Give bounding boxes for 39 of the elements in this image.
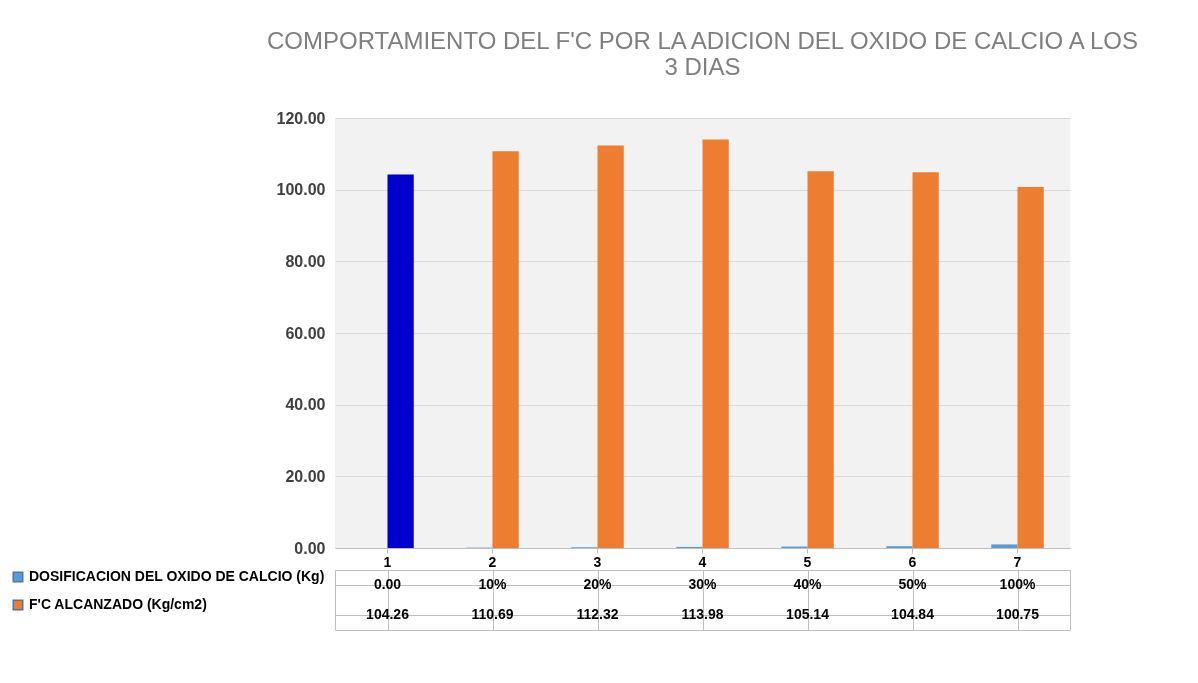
bar — [1017, 186, 1044, 548]
bar — [991, 544, 1018, 548]
x-tick-label: 7 — [1013, 553, 1022, 570]
data-label: 105.14 — [786, 606, 830, 622]
y-tick-label: 100.00 — [276, 181, 326, 199]
data-label: 100.75 — [996, 606, 1040, 622]
data-label: 40% — [793, 576, 823, 592]
data-label: 10% — [478, 576, 508, 592]
y-tick-label: 40.00 — [285, 396, 326, 414]
bar — [807, 171, 834, 548]
data-label: 50% — [898, 576, 928, 592]
data-label: 104.26 — [366, 606, 410, 622]
y-tick-label: 120.00 — [276, 109, 326, 127]
x-tick-label: 2 — [488, 553, 497, 570]
data-label: 20% — [583, 576, 613, 592]
bar — [492, 151, 519, 548]
data-label: 30% — [688, 576, 718, 592]
data-label: 112.32 — [576, 606, 619, 622]
data-label: 110.69 — [471, 606, 514, 622]
data-label: 104.84 — [891, 606, 935, 622]
legend-label: DOSIFICACION DEL OXIDO DE CALCIO (Kg) — [29, 568, 325, 584]
bar — [912, 172, 939, 548]
x-tick-label: 3 — [593, 553, 602, 570]
bar — [597, 145, 624, 548]
legend-label: F'C ALCANZADO (Kg/cm2) — [29, 596, 207, 612]
y-tick-label: 60.00 — [285, 324, 326, 342]
y-tick-label: 20.00 — [285, 467, 326, 485]
x-tick-label: 5 — [803, 553, 812, 570]
y-tick-label: 80.00 — [285, 252, 326, 270]
x-tick-label: 6 — [908, 553, 917, 570]
chart-title: COMPORTAMIENTO DEL F'C POR LA ADICION DEL OXIDO DE CALCIO A LOS 3 DIAS — [266, 27, 1139, 80]
x-tick-label: 4 — [698, 553, 707, 570]
data-label: 0.00 — [373, 576, 402, 592]
y-tick-label: 0.00 — [294, 539, 326, 557]
bar — [702, 139, 729, 548]
data-label: 100% — [999, 576, 1036, 592]
data-label: 113.98 — [681, 606, 724, 622]
bar — [387, 174, 414, 548]
x-tick-label: 1 — [383, 553, 392, 570]
